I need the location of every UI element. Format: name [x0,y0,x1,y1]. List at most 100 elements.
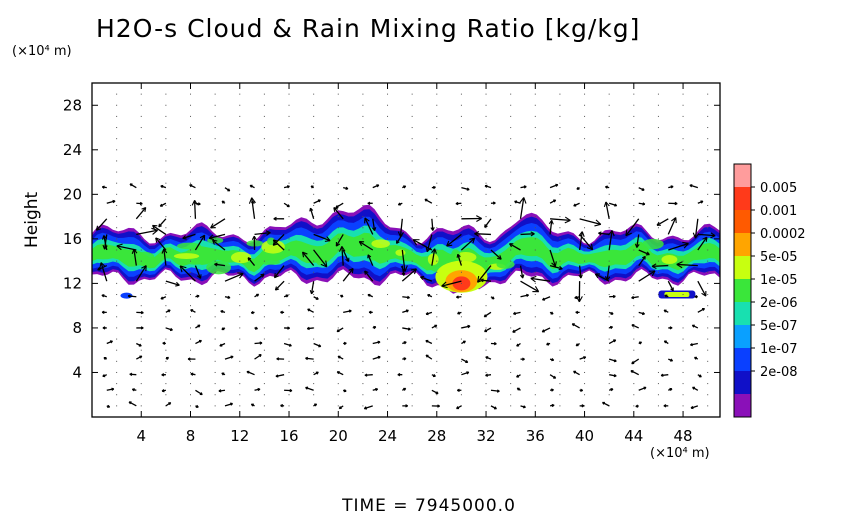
grid-dot [436,193,438,195]
wind-arrow-head [604,276,611,281]
wind-arrow-head [345,186,349,190]
grid-dot [411,327,413,329]
grid-dot [140,227,142,229]
grid-dot [337,138,339,140]
wind-arrow-head [433,185,436,190]
grid-dot [707,104,709,106]
wind-arrow [549,184,559,189]
grid-dot [214,104,216,106]
grid-dot [436,327,438,329]
wind-arrow-head [273,273,279,279]
grid-dot [214,316,216,318]
wind-arrow-head [493,341,497,346]
wind-arrow-head [603,201,610,208]
grid-dot [682,104,684,106]
grid-dot [485,227,487,229]
wind-arrow-head [131,388,135,392]
grid-dot [239,160,241,162]
grid-dot [510,93,512,95]
grid-dot [313,171,315,173]
wind-arrow [97,264,108,271]
grid-dot [534,249,536,251]
grid-dot [707,383,709,385]
grid-dot [657,394,659,396]
grid-dot [288,160,290,162]
wind-arrow [631,296,639,299]
grid-dot [214,260,216,262]
grid-dot [485,115,487,117]
wind-arrow-head [275,374,279,378]
wind-arrow [609,374,617,377]
grid-dot [239,260,241,262]
grid-dot [116,160,118,162]
grid-dot [657,405,659,407]
wind-arrow-head [694,295,698,299]
wind-arrow [697,236,708,251]
wind-arrow-head [259,341,263,345]
grid-dot [337,216,339,218]
grid-dot [263,193,265,195]
grid-dot [657,138,659,140]
grid-dot [559,171,561,173]
wind-arrow-head [155,237,161,243]
grid-dot [239,249,241,251]
wind-arrow-head [649,270,656,277]
grid-dot [707,193,709,195]
grid-dot [584,93,586,95]
wind-arrow-head [230,402,233,406]
wind-arrow-head [407,327,411,331]
grid-dot [337,383,339,385]
grid-dot [633,138,635,140]
grid-dot [411,249,413,251]
grid-dot [313,260,315,262]
grid-dot [608,149,610,151]
wind-arrow-head [523,185,527,189]
wind-arrow [697,233,716,237]
grid-dot [534,93,536,95]
wind-arrow-head [339,294,343,298]
wind-arrow [209,233,226,239]
wind-arrow-head [610,311,614,315]
wind-arrow-head [594,219,602,227]
grid-dot [633,405,635,407]
wind-arrow-head [166,356,170,360]
wind-arrow [273,265,285,279]
wind-arrow [549,249,556,267]
grid-dot [534,149,536,151]
grid-dot [263,349,265,351]
wind-arrow-head [315,296,319,300]
grid-dot [559,238,561,240]
grid-dot [214,327,216,329]
grid-dot [485,405,487,407]
grid-dot [313,204,315,206]
wind-arrow-head [208,234,215,241]
grid-dot [559,349,561,351]
grid-dot [682,360,684,362]
wind-arrow [136,229,158,236]
wind-arrow [165,327,173,331]
grid-dot [288,349,290,351]
grid-dot [608,360,610,362]
y-tick-label: 16 [63,230,82,248]
grid-dot [584,282,586,284]
wind-arrow-head [578,274,583,279]
grid-dot [263,227,265,229]
wind-arrow-head [101,294,105,298]
wind-arrow-head [484,184,488,188]
wind-arrow-head [522,405,526,409]
grid-dot [288,338,290,340]
grid-dot [657,93,659,95]
grid-dot [387,338,389,340]
grid-dot [608,260,610,262]
colorbar-swatch [734,233,751,257]
wind-arrow-head [111,387,115,391]
wind-arrow-head [710,232,716,239]
wind-arrow-head [337,355,341,359]
grid-dot [510,394,512,396]
wind-arrow-head [573,370,577,374]
grid-dot [239,327,241,329]
grid-dot [584,271,586,273]
grid-dot [116,316,118,318]
wind-arrow [283,342,292,347]
colorbar: 0.005 0.001 0.0002 5e-05 1e-05 2e-06 5e-07 1e-0… [733,163,806,418]
